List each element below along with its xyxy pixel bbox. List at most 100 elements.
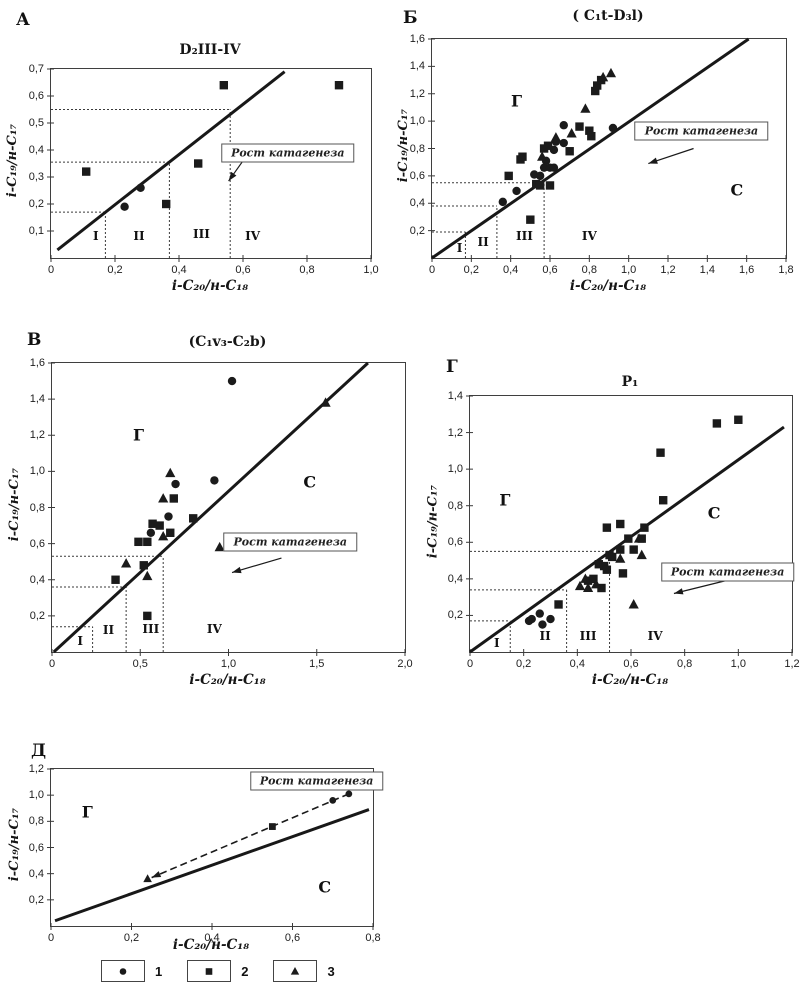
square-marker [134,537,143,547]
x-tick-label: 1,0 [730,658,746,670]
x-tick-label: 0,2 [107,264,123,276]
plot-d: 0 0,2 0,4 0,6 0,8 0,2 0,4 0,6 0,8 1,0 1,2 Г С Рост ка… [29,763,384,944]
y-tick-label: 0,4 [29,573,45,586]
y-tick-label: 0,7 [28,63,44,75]
annotation-box: Рост катагенеза [249,771,384,791]
circle-marker [136,183,145,192]
circle-marker [535,171,545,181]
y-tick-label: 0,6 [28,90,44,102]
y-tick-label: 1,2 [29,429,45,442]
triangle-marker [566,128,577,138]
triangle-marker [320,397,331,407]
square-marker [518,152,527,161]
legend: 1 2 3 [101,960,360,982]
y-tick-label: 0,8 [409,142,425,155]
legend-label: 1 [155,963,163,979]
square-marker [162,199,171,209]
circle-marker [546,614,555,624]
annotation-box: Рост катагенеза [634,121,769,141]
triangle-marker [214,541,225,552]
square-marker [594,560,603,569]
y-tick-label: 1,0 [409,115,425,128]
y-tick-label: 1,0 [447,463,463,476]
square-marker [543,141,553,150]
square-marker [565,147,574,156]
y-tick-label: 0,2 [28,893,44,906]
y-tick-label: 1,2 [28,763,44,775]
x-tick-label: 0,6 [235,264,251,276]
square-marker [205,968,213,975]
legend-item-1: 1 [101,960,162,982]
x-tick-label: 0,2 [463,264,479,276]
panel-v-ylabel: i-C₁₉/н-C₁₇ [7,467,22,542]
y-tick-label: 1,2 [447,426,463,439]
x-tick-label: 0 [428,264,436,276]
plot-a: 0 0,2 0,4 0,6 0,8 1,0 0,1 0,2 0,3 0,4 0,5 0,6 0,7 I II… [29,63,379,276]
y-tick-label: 0,4 [447,572,463,585]
triangle-marker [537,151,548,161]
square-marker [526,215,535,224]
triangle-marker [636,549,647,560]
legend-label: 2 [241,963,249,979]
x-tick-label: 1,4 [699,264,715,276]
square-marker [656,448,665,457]
y-tick-label: 0,6 [29,537,45,550]
zone-label-II: II [477,234,489,249]
x-tick-label: 1,0 [621,264,637,276]
square-marker [148,519,157,528]
panel-a-xlabel: i-C₂₀/н-C₁₈ [171,278,249,294]
circle-marker [345,790,353,798]
zone-label-III: III [516,229,533,244]
triangle-marker [158,493,169,503]
circle-marker [539,163,549,172]
square-marker [219,81,228,90]
circle-marker [210,476,219,485]
circle-marker [608,123,618,133]
triangle-marker [143,874,152,883]
triangle-marker [158,531,169,541]
arrow-head-icon [673,588,684,595]
zone-label-III: III [579,628,597,643]
square-marker [535,181,545,190]
y-tick-label: 0,2 [409,224,425,237]
triangle-marker [605,67,617,78]
plot-canvas-d [47,768,374,930]
x-tick-label: 1,8 [778,264,794,276]
panel-a-title: D₂III-IV [179,42,241,58]
y-tick-label: 0,6 [447,536,463,549]
square-marker [624,534,633,543]
plot-g: 0 0,2 0,4 0,6 0,8 1,0 1,2 0,2 0,4 0,6 0,8 1,0 1,2 1,4… [448,390,800,670]
y-tick-label: 1,4 [409,60,425,73]
x-tick-label: 0 [48,658,56,670]
panel-a-label: А [16,10,30,30]
x-tick-label: 0,4 [204,932,220,944]
square-legend-icon [205,968,213,975]
region-label: Г [499,490,511,510]
plot-canvas-v [48,361,406,656]
square-marker [589,574,598,584]
panel-b-title: ( C₁t-D₃l) [572,8,644,24]
x-tick-label: 0,6 [623,658,639,670]
x-tick-label: 0,6 [542,264,558,276]
triangle-marker [582,582,594,592]
square-marker [504,171,513,181]
square-marker [554,600,563,609]
y-tick-label: 0,6 [28,841,44,854]
zone-label-II: II [539,628,551,643]
x-tick-label: 0,6 [284,932,301,944]
plot-b: 0 0,2 0,4 0,6 0,8 1,0 1,2 1,4 1,6 1,8 0,2 0,4 0,6 0,8… [410,33,794,276]
x-tick-label: 2,0 [397,658,413,670]
panel-v-xlabel: i-C₂₀/н-C₁₈ [189,672,266,688]
square-marker [597,583,606,593]
circle-marker [146,528,156,537]
square-marker [585,126,594,135]
zone-label-III: III [192,226,210,241]
triangle-marker [633,533,645,543]
triangle-marker [165,467,176,478]
circle-marker [538,620,547,629]
circle-marker [164,512,173,521]
zone-label-I: I [77,634,84,649]
square-marker [169,494,178,503]
x-tick-label: 0,4 [503,264,519,276]
circle-marker [329,797,337,804]
